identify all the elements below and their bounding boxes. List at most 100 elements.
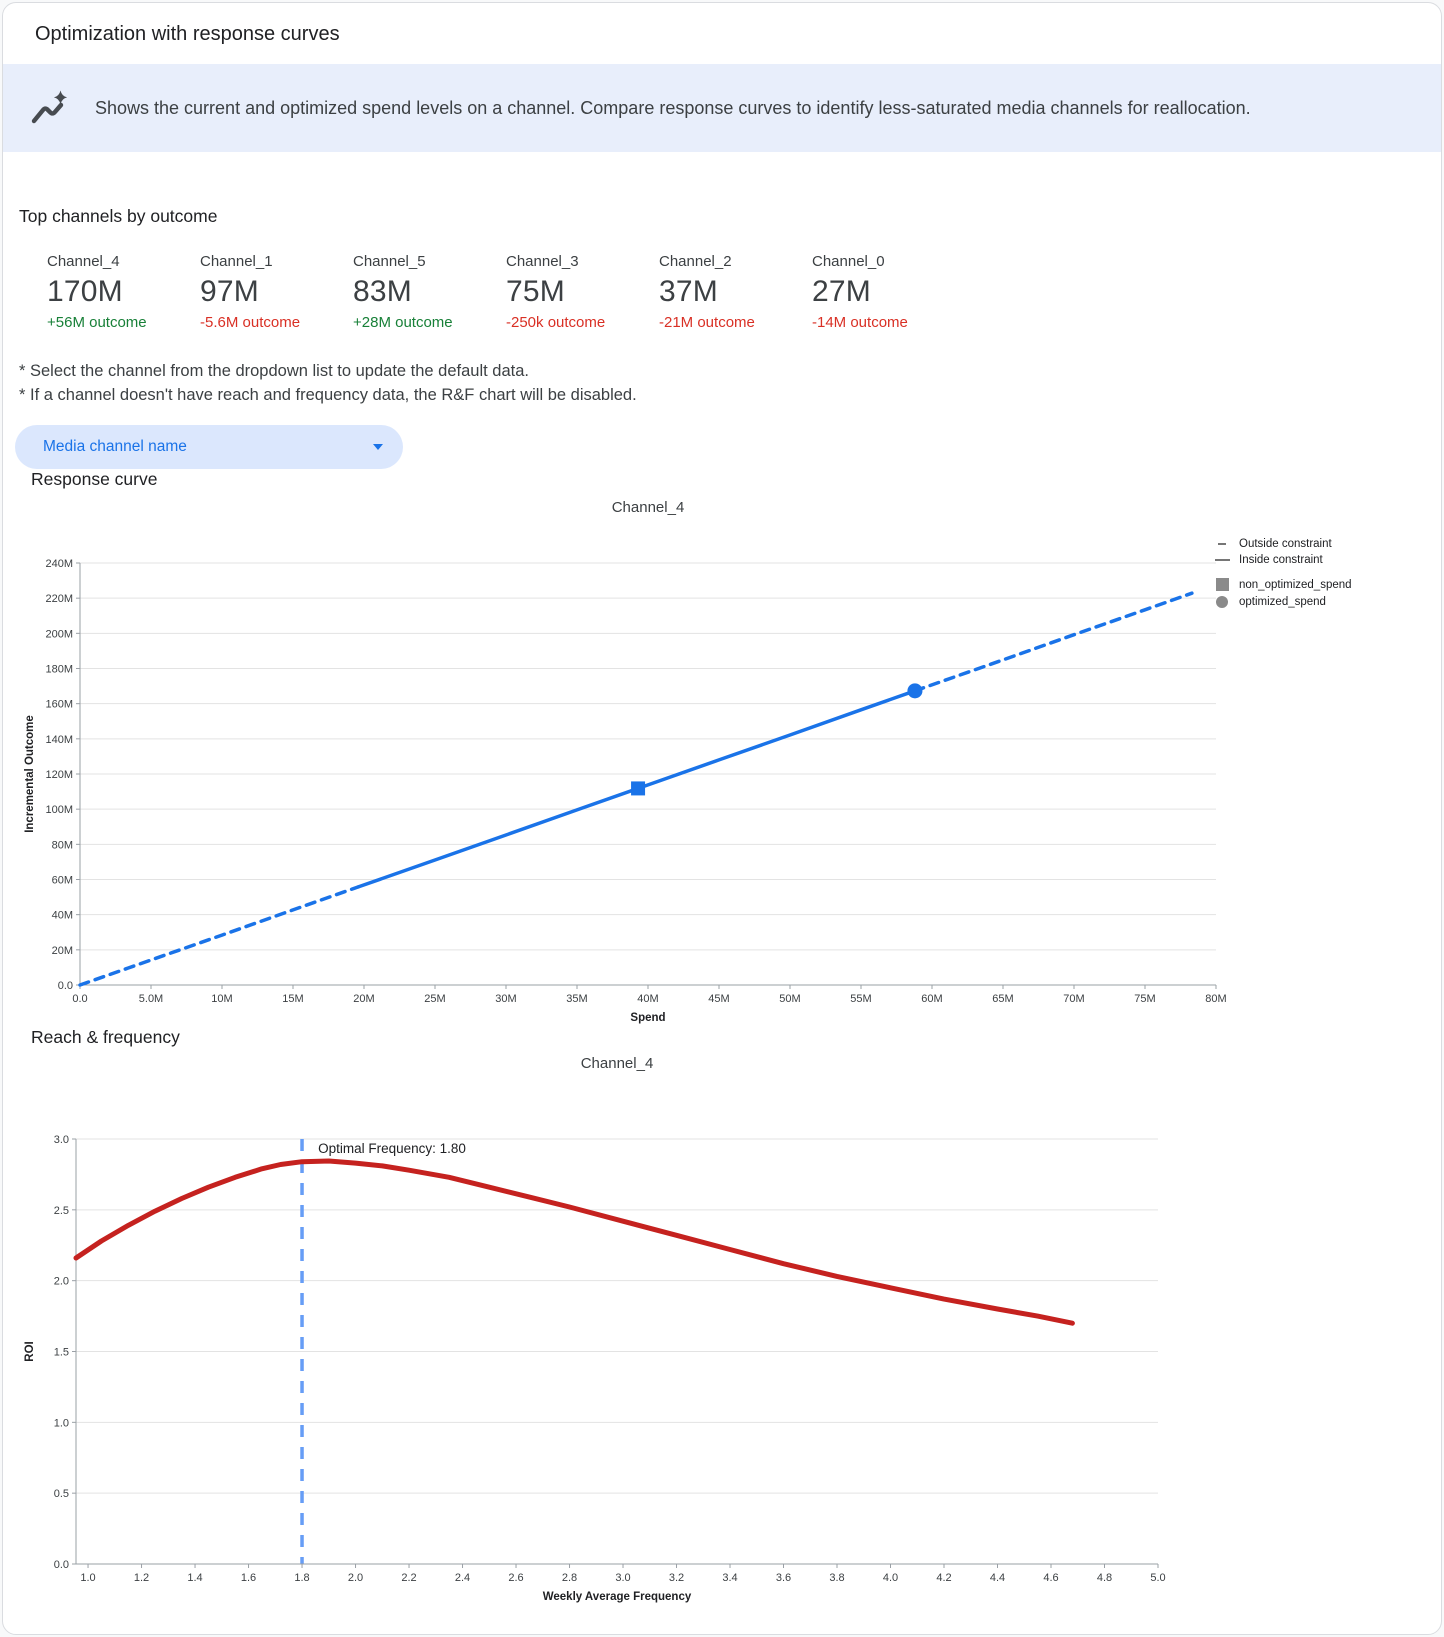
channel-name: Channel_1	[200, 253, 273, 270]
legend-circle-marker	[1214, 596, 1230, 608]
legend-label: optimized_spend	[1239, 596, 1326, 608]
svg-text:3.0: 3.0	[615, 1572, 630, 1584]
top-channels-heading: Top channels by outcome	[19, 206, 218, 226]
svg-text:70M: 70M	[1063, 993, 1084, 1005]
svg-text:3.6: 3.6	[776, 1572, 791, 1584]
svg-text:100M: 100M	[45, 804, 73, 816]
svg-text:2.2: 2.2	[401, 1572, 416, 1584]
legend-label: non_optimized_spend	[1239, 578, 1352, 591]
svg-text:10M: 10M	[211, 993, 232, 1005]
channel-card: Channel_4 170M +56M outcome	[47, 253, 200, 331]
svg-text:1.8: 1.8	[294, 1572, 309, 1584]
svg-text:60M: 60M	[921, 993, 942, 1005]
legend-label: Outside constraint	[1239, 538, 1332, 550]
svg-text:3.8: 3.8	[829, 1572, 844, 1584]
card-header: Optimization with response curves	[3, 3, 1441, 64]
reach-frequency-heading: Reach & frequency	[31, 1027, 180, 1047]
svg-text:1.6: 1.6	[241, 1572, 256, 1584]
svg-text:40M: 40M	[637, 993, 658, 1005]
channel-value: 170M	[47, 275, 123, 308]
svg-text:2.8: 2.8	[562, 1572, 577, 1584]
legend-item: Outside constraint	[1214, 536, 1352, 552]
info-banner: Shows the current and optimized spend le…	[3, 64, 1441, 152]
svg-text:Weekly Average Frequency: Weekly Average Frequency	[543, 1591, 692, 1603]
channel-card: Channel_1 97M -5.6M outcome	[200, 253, 353, 331]
response-curve-chart: Channel_4 0.0 5.0M 10M 15M 20M 25M 30M 35M 40M 45M…	[3, 492, 1441, 1027]
channel-name: Channel_5	[353, 253, 426, 270]
svg-text:2.4: 2.4	[455, 1572, 470, 1584]
note-line: * If a channel doesn't have reach and fr…	[19, 386, 637, 404]
top-channels-row: Channel_4 170M +56M outcome Channel_1 97M -5.…	[19, 253, 1441, 331]
svg-text:65M: 65M	[992, 993, 1013, 1005]
response-curve-section: Response curve Channel_4 0.0 5.0M 10M 15M 20M…	[3, 469, 1441, 1027]
channel-outcome-delta: -5.6M outcome	[200, 314, 301, 331]
svg-text:45M: 45M	[708, 993, 729, 1005]
legend-item: Inside constraint	[1214, 552, 1352, 568]
svg-text:1.2: 1.2	[134, 1572, 149, 1584]
svg-text:20M: 20M	[52, 945, 73, 957]
svg-text:Spend: Spend	[630, 1012, 665, 1024]
svg-text:80M: 80M	[52, 839, 73, 851]
media-channel-dropdown[interactable]: Media channel name	[15, 425, 403, 469]
svg-text:40M: 40M	[52, 910, 73, 922]
svg-text:1.4: 1.4	[187, 1572, 202, 1584]
svg-text:20M: 20M	[353, 993, 374, 1005]
svg-text:3.0: 3.0	[54, 1134, 69, 1146]
svg-text:1.5: 1.5	[54, 1347, 69, 1359]
svg-text:5.0: 5.0	[1150, 1572, 1165, 1584]
channel-card: Channel_0 27M -14M outcome	[812, 253, 965, 331]
legend-item: non_optimized_spend	[1214, 575, 1352, 594]
svg-text:180M: 180M	[45, 664, 73, 676]
dropdown-label: Media channel name	[43, 438, 187, 455]
svg-text:120M: 120M	[45, 769, 73, 781]
channel-name: Channel_3	[506, 253, 579, 270]
channel-value: 37M	[659, 275, 718, 308]
response-curve-heading: Response curve	[31, 469, 158, 489]
legend-dash-marker	[1214, 543, 1230, 545]
reach-frequency-section: Reach & frequency Channel_4 1.0 1.2 1.4 1.6 1…	[3, 1027, 1441, 1608]
svg-text:ROI: ROI	[24, 1341, 36, 1361]
page-title: Optimization with response curves	[35, 23, 340, 45]
channel-card: Channel_3 75M -250k outcome	[506, 253, 659, 331]
svg-text:2.0: 2.0	[348, 1572, 363, 1584]
legend-line-marker	[1214, 559, 1230, 561]
svg-text:4.6: 4.6	[1043, 1572, 1058, 1584]
svg-text:15M: 15M	[282, 993, 303, 1005]
svg-text:30M: 30M	[495, 993, 516, 1005]
svg-text:4.0: 4.0	[883, 1572, 898, 1584]
channel-card: Channel_2 37M -21M outcome	[659, 253, 812, 331]
svg-text:3.4: 3.4	[722, 1572, 737, 1584]
reach-frequency-chart-wrap: Channel_4 1.0 1.2 1.4 1.6 1.8 2.0 2.2 2.4 2.6 2.8 3…	[3, 1050, 1441, 1608]
svg-text:Incremental Outcome: Incremental Outcome	[24, 715, 36, 833]
svg-text:4.2: 4.2	[936, 1572, 951, 1584]
svg-text:Optimal Frequency: 1.80: Optimal Frequency: 1.80	[318, 1141, 466, 1156]
channel-outcome-delta: +56M outcome	[47, 314, 147, 331]
svg-text:80M: 80M	[1205, 993, 1226, 1005]
svg-text:200M: 200M	[45, 628, 73, 640]
channel-value: 27M	[812, 275, 871, 308]
channel-outcome-delta: -14M outcome	[812, 314, 908, 331]
channel-name: Channel_2	[659, 253, 732, 270]
channel-name: Channel_0	[812, 253, 885, 270]
channel-outcome-delta: +28M outcome	[353, 314, 453, 331]
svg-text:220M: 220M	[45, 593, 73, 605]
channel-outcome-delta: -250k outcome	[506, 314, 606, 331]
svg-text:0.0: 0.0	[72, 993, 87, 1005]
svg-text:2.5: 2.5	[54, 1205, 69, 1217]
svg-text:35M: 35M	[566, 993, 587, 1005]
svg-text:4.8: 4.8	[1097, 1572, 1112, 1584]
svg-text:Channel_4: Channel_4	[581, 1055, 654, 1072]
legend-label: Inside constraint	[1239, 554, 1323, 566]
reach-frequency-chart: Channel_4 1.0 1.2 1.4 1.6 1.8 2.0 2.2 2.4 2.6 2.8 3…	[3, 1050, 1441, 1608]
channel-value: 97M	[200, 275, 259, 308]
svg-text:75M: 75M	[1134, 993, 1155, 1005]
legend-item: optimized_spend	[1214, 594, 1352, 610]
svg-text:5.0M: 5.0M	[139, 993, 163, 1005]
svg-text:25M: 25M	[424, 993, 445, 1005]
insights-icon	[29, 88, 69, 128]
svg-text:50M: 50M	[779, 993, 800, 1005]
chevron-down-icon	[373, 444, 383, 450]
top-channels-section: Top channels by outcome Channel_4 170M +56…	[3, 206, 1441, 331]
svg-text:3.2: 3.2	[669, 1572, 684, 1584]
svg-text:1.0: 1.0	[54, 1417, 69, 1429]
